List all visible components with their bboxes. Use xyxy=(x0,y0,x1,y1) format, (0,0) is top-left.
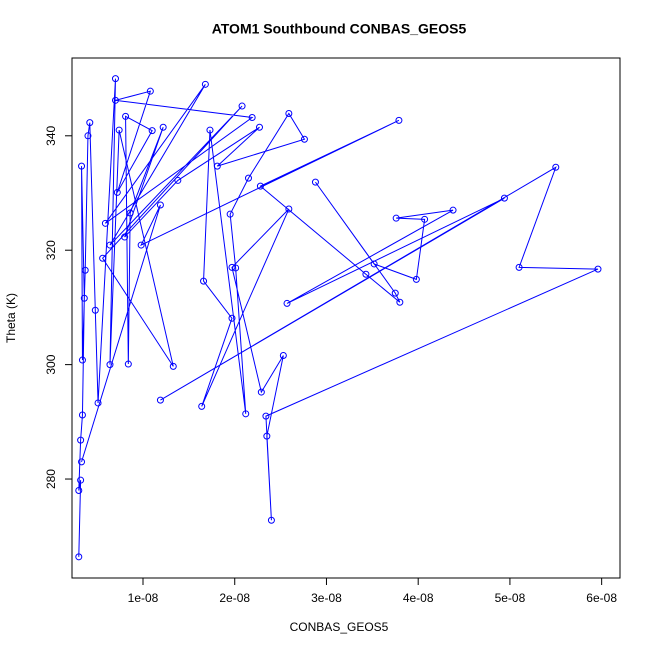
x-tick-label: 6e-08 xyxy=(586,591,617,605)
data-point xyxy=(200,277,208,285)
data-point xyxy=(256,182,264,190)
data-point xyxy=(392,214,400,222)
data-point xyxy=(238,102,246,110)
data-point xyxy=(263,432,271,440)
data-point xyxy=(121,233,129,241)
data-point xyxy=(111,96,119,104)
data-point xyxy=(84,132,92,140)
data-point xyxy=(300,135,308,143)
data-point xyxy=(99,254,107,262)
data-point xyxy=(81,266,89,274)
x-tick-label: 5e-08 xyxy=(495,591,526,605)
x-tick-label: 1e-08 xyxy=(128,591,159,605)
data-point xyxy=(362,270,370,278)
y-tick-label: 340 xyxy=(44,125,58,145)
data-point xyxy=(213,162,221,170)
data-point xyxy=(421,215,429,223)
data-point xyxy=(126,209,134,217)
data-point xyxy=(137,241,145,249)
data-point xyxy=(101,219,109,227)
data-point xyxy=(77,476,85,484)
data-point xyxy=(78,411,86,419)
data-point xyxy=(370,260,378,268)
y-tick-label: 280 xyxy=(44,469,58,489)
data-point xyxy=(78,162,86,170)
data-point xyxy=(198,402,206,410)
y-axis-label: Theta (K) xyxy=(4,293,18,343)
data-point xyxy=(80,294,88,302)
data-point xyxy=(206,126,214,134)
data-point xyxy=(285,205,293,213)
data-point xyxy=(283,299,291,307)
data-point xyxy=(594,265,602,273)
data-point xyxy=(311,178,319,186)
data-point xyxy=(124,360,132,368)
data-point xyxy=(412,275,420,283)
data-point xyxy=(106,241,114,249)
data-point xyxy=(262,412,270,420)
data-point xyxy=(500,194,508,202)
y-tick-label: 320 xyxy=(44,240,58,260)
data-point xyxy=(244,174,252,182)
data-point xyxy=(91,306,99,314)
data-point xyxy=(449,206,457,214)
data-point xyxy=(106,361,114,369)
data-point xyxy=(267,516,275,524)
data-point xyxy=(111,75,119,83)
data-point xyxy=(86,119,94,127)
data-point xyxy=(279,351,287,359)
data-point xyxy=(75,553,83,561)
data-point xyxy=(395,116,403,124)
data-point xyxy=(113,188,121,196)
data-point xyxy=(285,109,293,117)
data-point xyxy=(232,264,240,272)
y-tick-label: 300 xyxy=(44,354,58,374)
data-point xyxy=(228,263,236,271)
data-line xyxy=(78,78,599,557)
data-point xyxy=(552,163,560,171)
x-tick-label: 2e-08 xyxy=(219,591,250,605)
data-point xyxy=(94,399,102,407)
x-tick-label: 4e-08 xyxy=(403,591,434,605)
data-point xyxy=(242,410,250,418)
data-point xyxy=(122,112,130,120)
plot-frame xyxy=(71,57,621,579)
data-point xyxy=(257,388,265,396)
data-point xyxy=(115,126,123,134)
data-point xyxy=(174,176,182,184)
data-point xyxy=(396,298,404,306)
data-point xyxy=(515,263,523,271)
data-point xyxy=(201,80,209,88)
x-axis-label: CONBAS_GEOS5 xyxy=(290,620,389,634)
data-point xyxy=(75,486,83,494)
data-point xyxy=(156,201,164,209)
data-point xyxy=(248,113,256,121)
data-point xyxy=(391,289,399,297)
data-point xyxy=(156,396,164,404)
data-point xyxy=(78,356,86,364)
data-point xyxy=(78,458,86,466)
data-point xyxy=(226,210,234,218)
x-tick-label: 3e-08 xyxy=(311,591,342,605)
data-point xyxy=(159,123,167,131)
data-point xyxy=(146,87,154,95)
data-point xyxy=(148,127,156,135)
data-point xyxy=(77,436,85,444)
data-point xyxy=(255,123,263,131)
chart-title: ATOM1 Southbound CONBAS_GEOS5 xyxy=(212,21,467,37)
data-point xyxy=(169,362,177,370)
data-point xyxy=(228,314,236,322)
